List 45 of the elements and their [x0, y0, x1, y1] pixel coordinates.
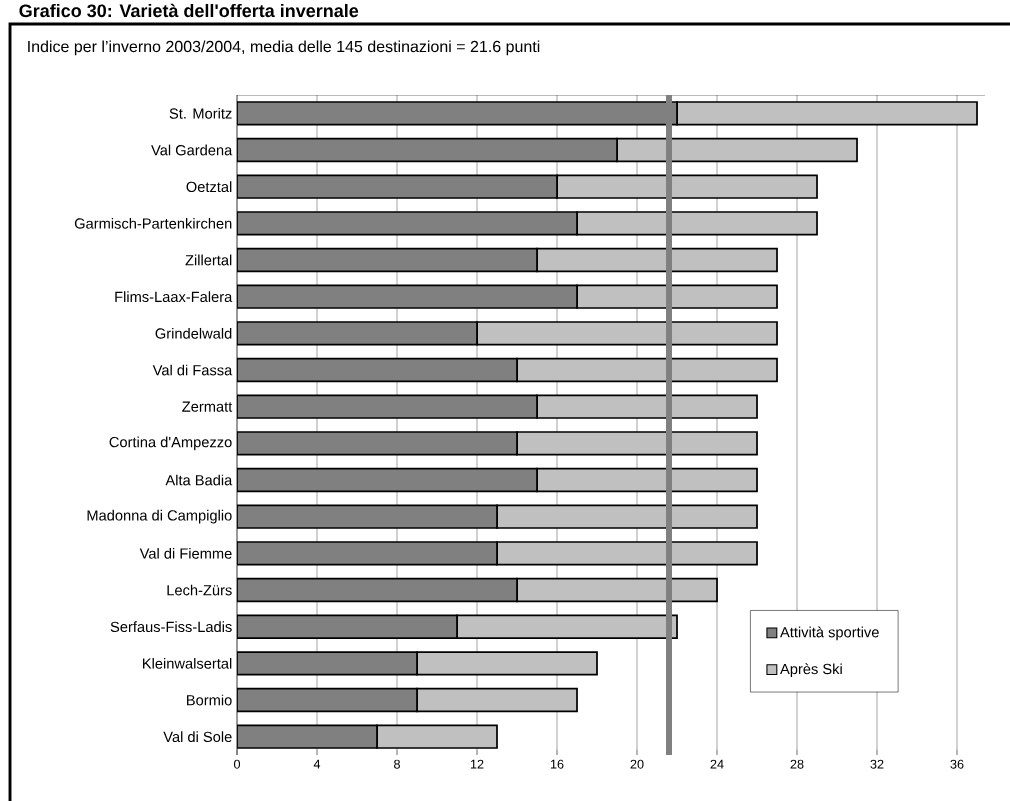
- y-tick-label: St. Moritz: [169, 107, 232, 119]
- y-tick-label: Val di Fassa: [152, 364, 233, 376]
- y-tick-label: Val di Fiemme: [139, 547, 232, 559]
- y-tick-label: Grindelwald: [155, 327, 232, 339]
- x-tick-label: 8: [394, 759, 400, 769]
- x-tick-label: 0: [233, 759, 241, 769]
- bar: [416, 651, 598, 676]
- chart-title: Grafico 30: Varietà dell'offerta invernale: [19, 3, 359, 18]
- bar: [237, 321, 478, 346]
- bar: [237, 651, 418, 676]
- legend-label: Attività sportive: [780, 626, 879, 641]
- x-tick-label: 32: [870, 759, 884, 769]
- bar: [237, 724, 378, 749]
- bar: [237, 504, 498, 529]
- x-tick-label: 20: [630, 759, 644, 769]
- y-tick-label: Zermatt: [182, 401, 233, 412]
- bar: [237, 541, 498, 566]
- x-tick-label: 4: [313, 759, 321, 769]
- y-tick-label: Val di Sole: [163, 731, 232, 743]
- y-tick-label: Val Gardena: [151, 144, 233, 156]
- x-tick-label: 24: [710, 759, 724, 769]
- bar: [237, 614, 458, 639]
- chart-subtitle: Indice per l’inverno 2003/2004, media delle 145 destinazioni = 21.6 punti: [28, 40, 540, 56]
- y-tick-label: Lech-Zürs: [167, 584, 232, 596]
- y-tick-label: Madonna di Campiglio: [87, 509, 232, 524]
- x-tick-label: 12: [470, 759, 484, 769]
- y-tick-label: Oetztal: [186, 181, 232, 193]
- bar: [416, 687, 578, 713]
- legend-label: Après Ski: [780, 663, 842, 678]
- y-tick-label: Garmisch-Partenkirchen: [74, 217, 232, 229]
- x-tick-label: 36: [950, 759, 964, 769]
- bar: [237, 174, 558, 199]
- bar: [237, 211, 578, 236]
- y-tick-label: Zillertal: [185, 254, 232, 266]
- x-tick-label: 16: [550, 759, 564, 769]
- y-tick-label: Cortina d'Ampezzo: [109, 436, 232, 451]
- bar: [237, 284, 578, 309]
- bar: [237, 394, 538, 419]
- y-tick-label: Bormio: [187, 694, 232, 706]
- y-tick-label: Alta Badia: [165, 474, 233, 486]
- x-tick-label: 28: [790, 759, 804, 769]
- bar: [237, 431, 518, 456]
- y-tick-label: Serfaus-Fiss-Ladis: [110, 621, 232, 633]
- y-tick-label: Kleinwalsertal: [143, 657, 232, 669]
- y-tick-label: Flims-Laax-Falera: [115, 291, 233, 303]
